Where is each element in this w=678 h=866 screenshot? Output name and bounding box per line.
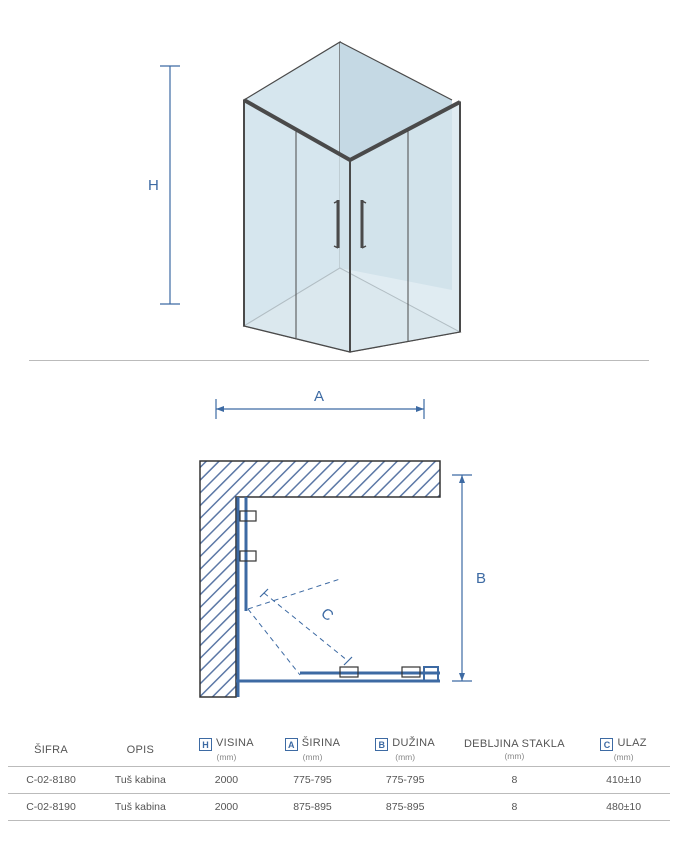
table-cell: 875-895 xyxy=(266,794,359,821)
table-cell: 8 xyxy=(452,767,578,794)
table-cell: 8 xyxy=(452,794,578,821)
dim-label-A: A xyxy=(314,388,324,405)
table-cell: Tuš kabina xyxy=(94,767,187,794)
table-cell: 775-795 xyxy=(359,767,452,794)
table-row: C-02-8190Tuš kabina2000875-895875-895848… xyxy=(8,794,670,821)
table-cell: 2000 xyxy=(187,767,266,794)
table-cell: 410±10 xyxy=(577,767,670,794)
spec-table: ŠIFRAOPISHVISINA(mm)AŠIRINA(mm)BDUŽINA(m… xyxy=(0,731,678,827)
table-cell: 775-795 xyxy=(266,767,359,794)
table-cell: C-02-8190 xyxy=(8,794,94,821)
dim-label-C: C xyxy=(318,605,337,625)
table-cell: 480±10 xyxy=(577,794,670,821)
table-cell: Tuš kabina xyxy=(94,794,187,821)
isometric-diagram: H xyxy=(0,0,678,360)
plan-diagram: A B C xyxy=(0,361,678,731)
dim-label-H: H xyxy=(148,177,159,194)
table-cell: C-02-8180 xyxy=(8,767,94,794)
table-cell: 2000 xyxy=(187,794,266,821)
dim-label-B: B xyxy=(476,570,486,587)
table-cell: 875-895 xyxy=(359,794,452,821)
table-row: C-02-8180Tuš kabina2000775-795775-795841… xyxy=(8,767,670,794)
